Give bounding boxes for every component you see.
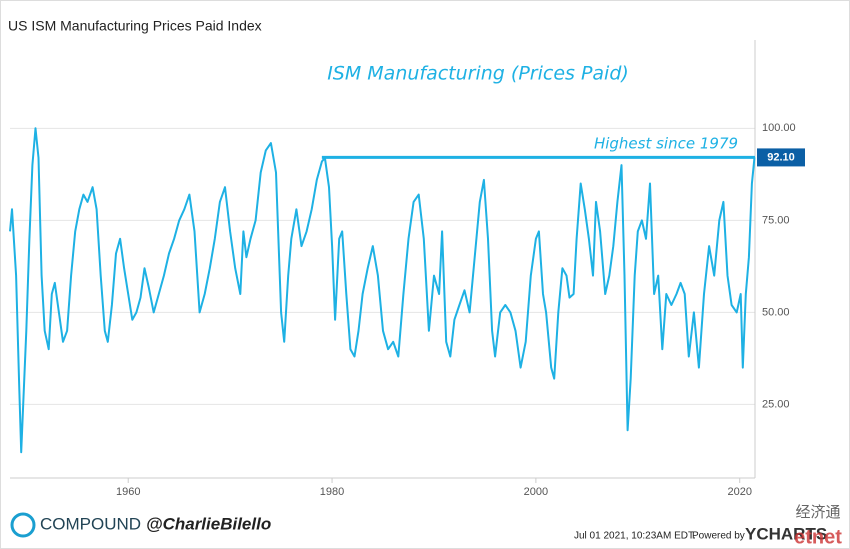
- annotation: ISM Manufacturing (Prices Paid): [327, 63, 629, 85]
- y-tick-label: 25.00: [762, 398, 790, 410]
- highlight-text: Highest since 1979: [594, 135, 738, 153]
- watermark-logo: etnet: [794, 526, 842, 548]
- powered: Powered by: [692, 531, 745, 542]
- handle: @CharlieBilello: [146, 514, 271, 533]
- series-line: [9, 127, 756, 454]
- source: YCHARTS: [745, 524, 827, 543]
- footer: COMPOUND @CharlieBilello Jul 01 2021, 10…: [10, 504, 842, 548]
- value-badge: [757, 148, 805, 167]
- x-tick-label: 1960: [116, 486, 140, 498]
- chart-title: US ISM Manufacturing Prices Paid Index: [8, 18, 262, 34]
- x-tick-label: 2020: [727, 486, 751, 498]
- x-tick-label: 1980: [320, 486, 344, 498]
- logo: [10, 512, 36, 538]
- y-tick-label: 100.00: [762, 122, 796, 134]
- brand: COMPOUND: [40, 514, 141, 533]
- y-tick-label: 50.00: [762, 306, 790, 318]
- x-tick-label: 2000: [524, 486, 548, 498]
- y-tick-label: 75.00: [762, 214, 790, 226]
- timestamp: Jul 01 2021, 10:23AM EDT.: [574, 531, 696, 542]
- watermark: 经济通: [795, 504, 840, 521]
- value-label: 92.10: [767, 151, 795, 163]
